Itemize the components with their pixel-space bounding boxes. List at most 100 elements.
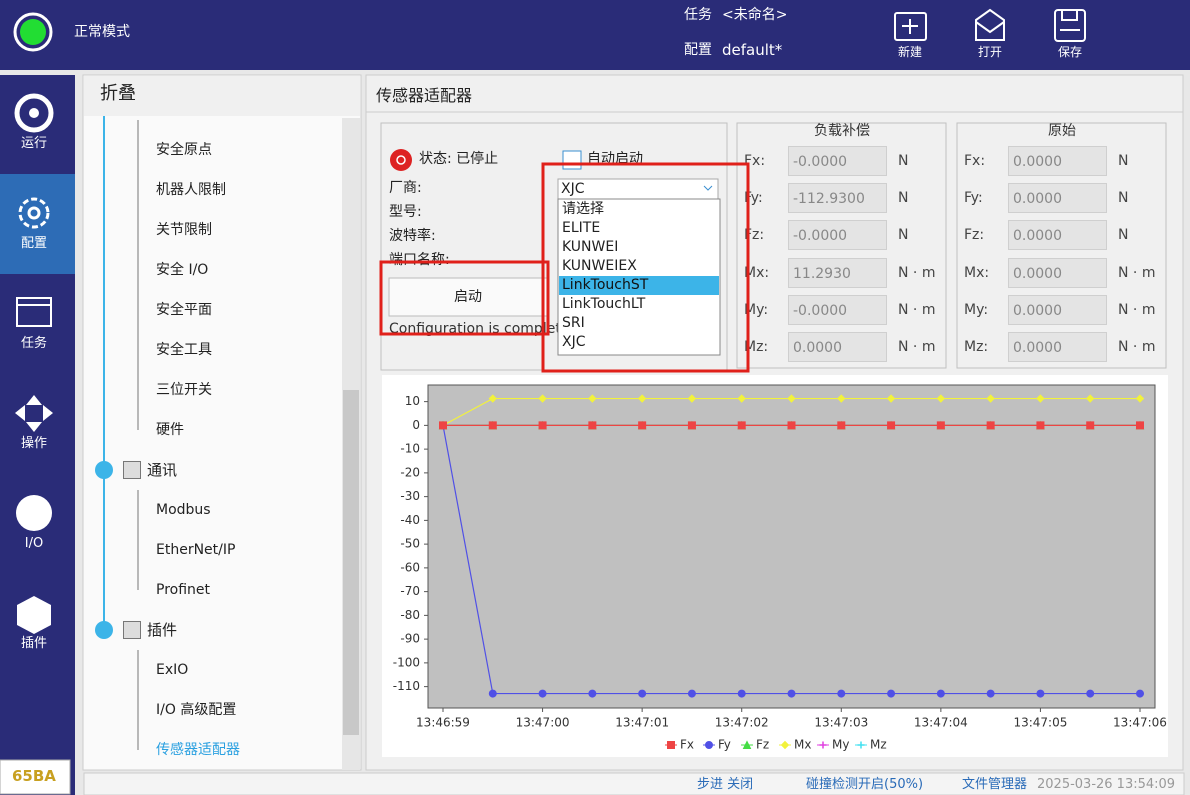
auto-start-checkbox[interactable] xyxy=(562,150,582,170)
force-value: 0.0000 xyxy=(1008,294,1107,325)
tree-title-bar xyxy=(84,76,360,116)
tree-group[interactable]: 插件 xyxy=(147,621,178,639)
panel-title: 传感器适配器 xyxy=(376,86,473,105)
legend-label: Fz xyxy=(756,738,769,752)
force-unit: N xyxy=(898,227,909,244)
marker xyxy=(1136,421,1144,430)
marker xyxy=(439,421,447,430)
x-tick-label: 13:47:02 xyxy=(715,716,769,730)
mode-light xyxy=(20,19,46,45)
nav-item[interactable]: 插件 xyxy=(20,636,48,651)
toolbar-button[interactable]: 新建 xyxy=(897,45,923,59)
marker xyxy=(1036,394,1045,403)
nav-item[interactable]: 任务 xyxy=(20,336,48,351)
marker xyxy=(488,421,497,430)
task-label: 任务 xyxy=(684,7,712,23)
tree-item[interactable]: 机器人限制 xyxy=(156,182,226,198)
toolbar-button[interactable]: 保存 xyxy=(1057,45,1083,59)
marker xyxy=(1086,689,1095,698)
tree-item[interactable]: 关节限制 xyxy=(156,222,212,238)
marker xyxy=(488,394,497,403)
status-step[interactable]: 步进 关闭 xyxy=(697,777,754,792)
x-tick-label: 13:47:03 xyxy=(814,716,868,730)
legend-label: Mx xyxy=(794,738,811,752)
tree-item[interactable]: 安全工具 xyxy=(156,342,212,358)
marker xyxy=(737,394,746,403)
field-label: 波特率: xyxy=(389,228,436,244)
x-tick-label: 13:47:05 xyxy=(1013,716,1067,730)
toolbar-button[interactable]: 打开 xyxy=(977,45,1003,59)
y-tick-label: -90 xyxy=(400,632,420,646)
marker xyxy=(637,394,647,403)
marker xyxy=(787,421,796,430)
y-tick-label: 0 xyxy=(412,418,420,432)
marker xyxy=(687,421,696,430)
status-files[interactable]: 文件管理器 xyxy=(962,777,1028,792)
y-tick-label: -80 xyxy=(400,608,420,622)
tree-icon xyxy=(123,621,141,639)
x-tick-label: 13:46:59 xyxy=(416,716,470,730)
sidebar-selected xyxy=(0,174,75,274)
nav-item[interactable]: 配置 xyxy=(20,236,48,251)
tree-item[interactable]: 安全原点 xyxy=(156,142,212,158)
tree-item[interactable]: I/O 高级配置 xyxy=(156,702,237,718)
force-unit: N xyxy=(898,153,909,169)
tree-item[interactable]: 安全平面 xyxy=(156,302,212,318)
start-button[interactable]: 启动 xyxy=(454,289,482,305)
tree-item[interactable]: 硬件 xyxy=(156,422,184,438)
nav-item[interactable]: I/O xyxy=(24,536,44,551)
tree-item[interactable]: 安全 I/O xyxy=(156,262,209,278)
tree-item[interactable]: 传感器适配器 xyxy=(156,742,240,758)
tree-item[interactable]: Modbus xyxy=(156,502,211,518)
y-tick-label: -70 xyxy=(400,584,420,598)
nav-item[interactable]: 操作 xyxy=(20,436,48,451)
sidebar-icons xyxy=(14,93,54,634)
marker xyxy=(936,421,945,430)
force-unit: N xyxy=(1118,190,1129,207)
tree-panel xyxy=(82,74,362,771)
marker xyxy=(887,421,896,430)
tree-item[interactable]: 三位开关 xyxy=(156,382,212,398)
badge: 65BA xyxy=(12,767,56,785)
force-label: Mz: xyxy=(744,339,769,355)
force-value: 0.0000 xyxy=(1008,183,1107,214)
force-label: Fy: xyxy=(964,190,983,207)
marker xyxy=(667,741,675,749)
tree-collapse[interactable] xyxy=(95,461,113,479)
legend-label: Fx xyxy=(680,738,694,752)
tree-group[interactable]: 通讯 xyxy=(147,461,178,479)
marker xyxy=(1036,421,1045,430)
marker xyxy=(588,421,597,430)
field-label: 型号: xyxy=(389,204,422,220)
status-collision[interactable]: 碰撞检测开启(50%) xyxy=(806,777,924,792)
config-value: default* xyxy=(722,41,783,59)
tree-item[interactable]: Profinet xyxy=(156,582,211,598)
nav-item[interactable]: 运行 xyxy=(20,136,48,151)
mode-ring xyxy=(13,12,53,52)
force-unit: N xyxy=(898,190,909,207)
marker xyxy=(1135,394,1145,403)
marker xyxy=(1036,689,1045,698)
raw-group xyxy=(956,122,1167,369)
scrollbar-thumb[interactable] xyxy=(343,390,359,735)
marker xyxy=(886,394,896,403)
tree-title: 折叠 xyxy=(100,83,136,104)
tree-item[interactable]: EtherNet/IP xyxy=(156,542,236,558)
marker xyxy=(936,394,946,403)
tree-collapse[interactable] xyxy=(95,621,113,639)
force-unit: N · m xyxy=(1118,264,1156,281)
badge-bg xyxy=(0,759,71,795)
marker xyxy=(936,689,945,698)
task-value: <未命名> xyxy=(722,7,788,23)
marker xyxy=(588,394,597,403)
marker xyxy=(687,394,697,403)
status-bar-bg xyxy=(83,772,1185,795)
force-value: 11.2930 xyxy=(788,257,887,288)
marker xyxy=(737,689,746,698)
force-value: 0.0000 xyxy=(1008,257,1107,288)
marker xyxy=(986,394,995,403)
force-unit: N · m xyxy=(1118,339,1156,355)
x-tick-label: 13:47:06 xyxy=(1113,716,1167,730)
x-tick-label: 13:47:01 xyxy=(615,716,669,730)
tree-item[interactable]: ExIO xyxy=(156,662,189,678)
